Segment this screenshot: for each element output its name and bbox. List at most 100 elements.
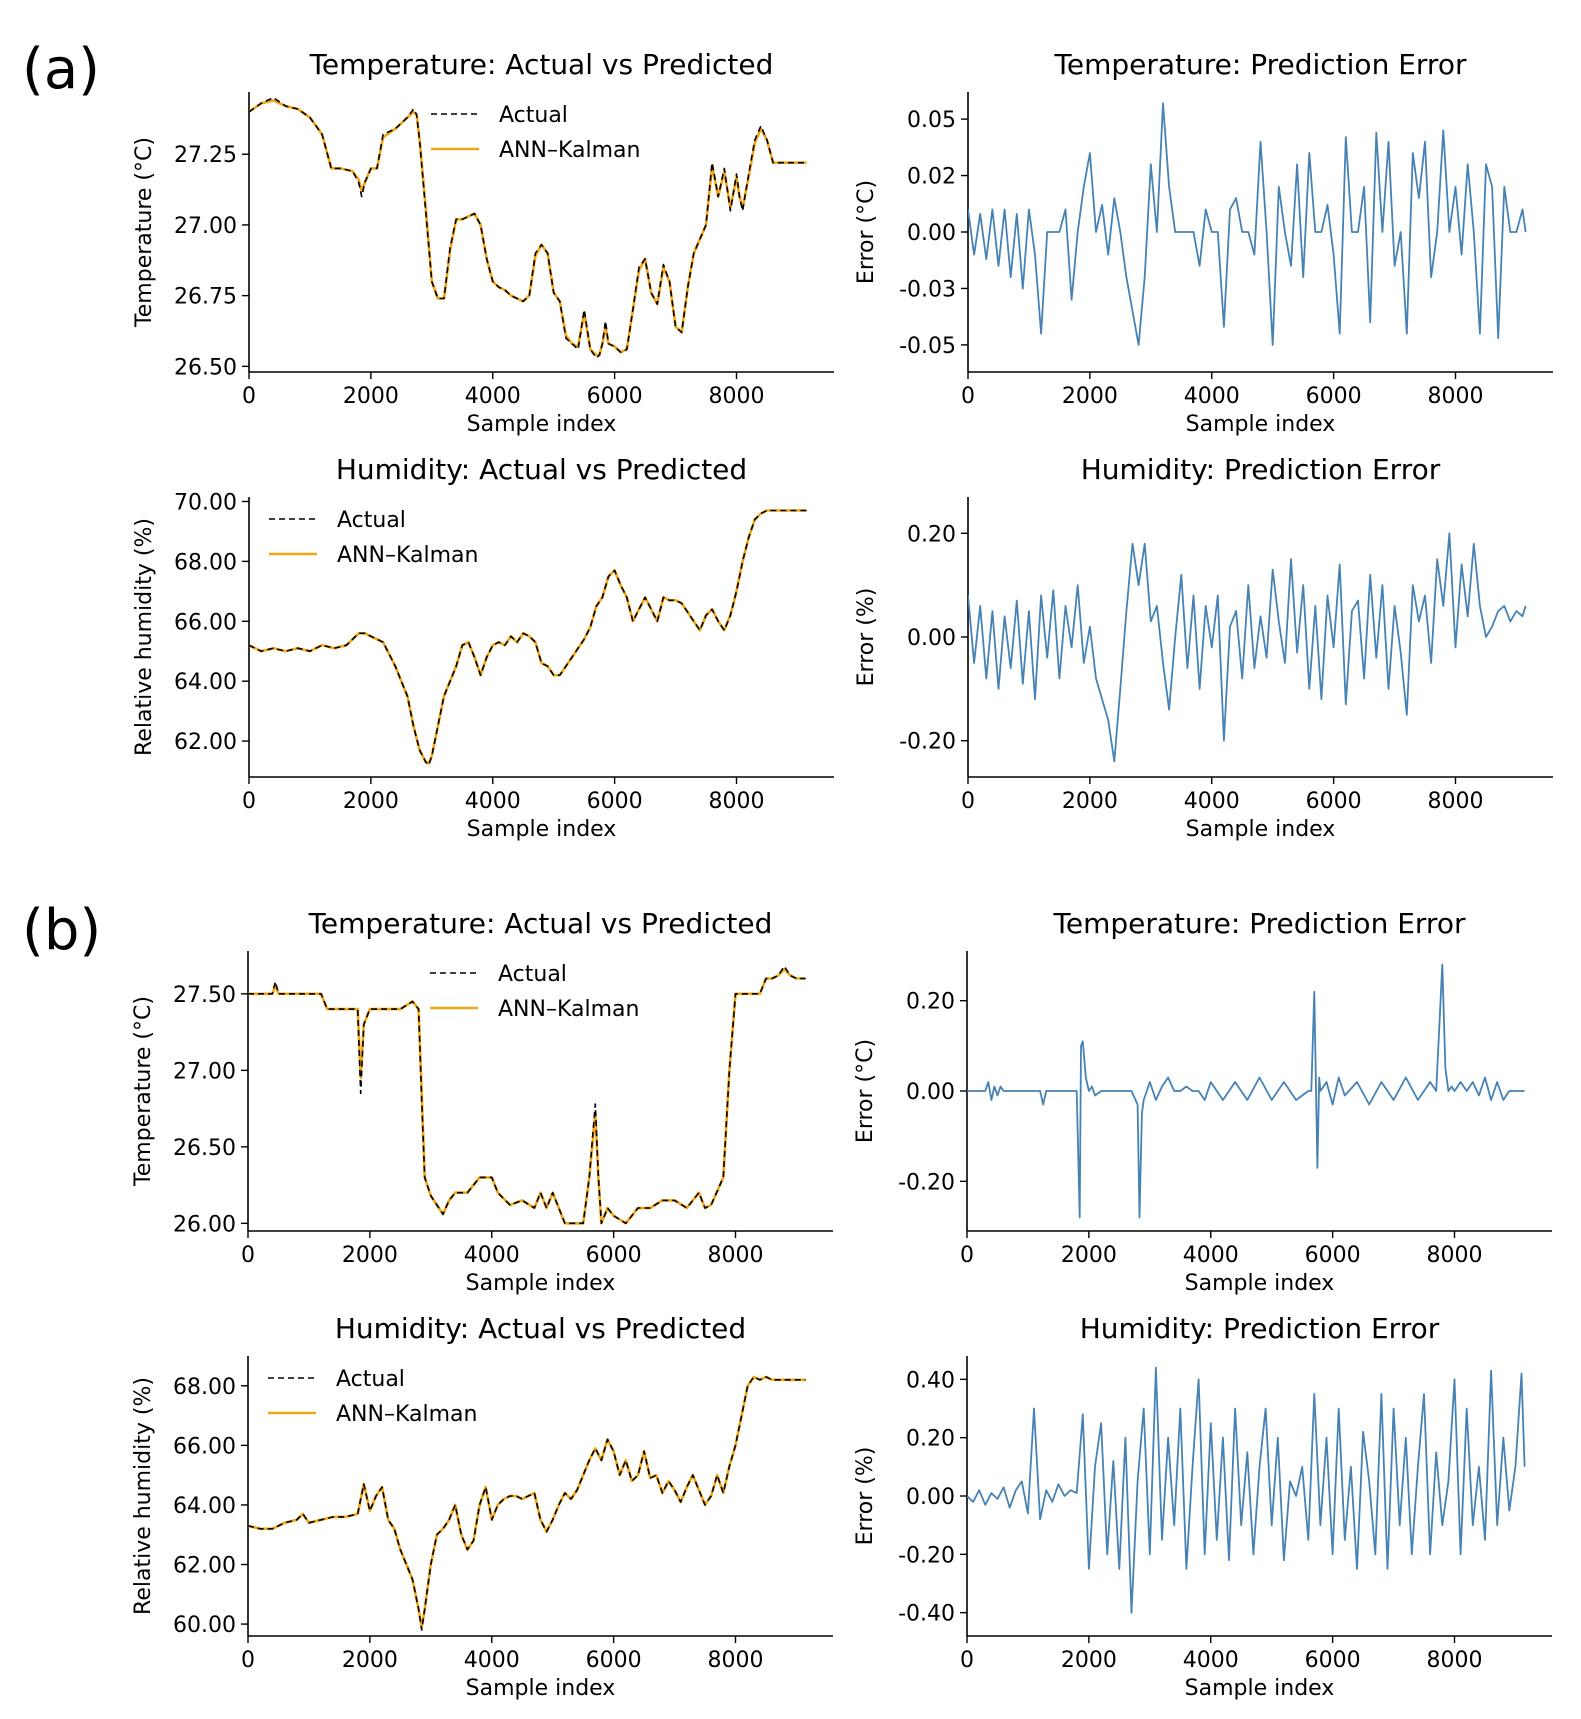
actual-series-line <box>249 509 807 766</box>
panel-label-b: (b) <box>22 898 102 963</box>
chart-title: Humidity: Prediction Error <box>1080 1312 1440 1345</box>
y-tick-label: 0.40 <box>906 1368 955 1393</box>
legend-label-actual: Actual <box>336 1367 405 1392</box>
y-axis-label: Relative humidity (%) <box>131 1377 156 1615</box>
x-tick-label: 2000 <box>1061 1243 1117 1268</box>
actual-series-line <box>248 965 806 1225</box>
x-tick-label: 2000 <box>343 384 399 409</box>
x-tick-label: 8000 <box>709 789 765 814</box>
y-tick-label: 27.25 <box>174 143 237 168</box>
x-axis-label: Sample index <box>466 1676 616 1701</box>
y-tick-label: 0.00 <box>906 1080 955 1105</box>
x-tick-label: 2000 <box>1062 384 1118 409</box>
y-tick-label: 0.20 <box>907 522 956 547</box>
y-tick-label: -0.03 <box>899 277 956 302</box>
x-tick-label: 6000 <box>586 1648 642 1673</box>
x-tick-label: 6000 <box>1306 789 1362 814</box>
chart-title: Temperature: Prediction Error <box>1053 907 1466 940</box>
x-tick-label: 6000 <box>587 789 643 814</box>
x-axis-label: Sample index <box>466 1271 616 1296</box>
y-tick-label: 60.00 <box>173 1613 236 1638</box>
x-tick-label: 6000 <box>587 384 643 409</box>
y-axis-label: Error (%) <box>853 1447 878 1546</box>
legend-label-actual: Actual <box>498 962 567 987</box>
x-axis-label: Sample index <box>1185 1676 1335 1701</box>
x-tick-label: 0 <box>960 1648 974 1673</box>
chart-title: Humidity: Actual vs Predicted <box>335 1312 746 1345</box>
y-tick-label: 0.00 <box>906 1485 955 1510</box>
y-tick-label: 68.00 <box>173 1375 236 1400</box>
x-axis-label: Sample index <box>467 412 617 437</box>
error-series-line <box>967 1366 1526 1614</box>
x-tick-label: 8000 <box>709 384 765 409</box>
y-axis-label: Error (°C) <box>853 1039 878 1143</box>
y-axis-label: Relative humidity (%) <box>132 518 157 756</box>
error-series-line <box>968 102 1527 346</box>
x-tick-label: 2000 <box>342 1648 398 1673</box>
actual-series-line <box>248 1376 806 1631</box>
y-axis-label: Error (°C) <box>854 180 879 284</box>
x-tick-label: 2000 <box>342 1243 398 1268</box>
x-tick-label: 8000 <box>1427 1648 1483 1673</box>
panel-label-a: (a) <box>22 37 101 102</box>
x-tick-label: 0 <box>241 1243 255 1268</box>
chart-a-hum: Humidity: Actual vs Predicted 0 2000 4000 60… <box>132 453 834 842</box>
y-tick-label: 27.00 <box>173 1059 236 1084</box>
legend-label-predicted: ANN–Kalman <box>499 138 640 163</box>
y-tick-label: 26.75 <box>174 285 237 310</box>
chart-title: Temperature: Actual vs Predicted <box>309 48 774 81</box>
y-tick-label: 0.00 <box>907 221 956 246</box>
x-tick-label: 8000 <box>1427 1243 1483 1268</box>
x-tick-label: 8000 <box>1428 384 1484 409</box>
x-tick-label: 4000 <box>465 384 521 409</box>
chart-b-temp-err: Temperature: Prediction Error 0 2000 4000 60… <box>853 907 1552 1296</box>
y-tick-label: 0.05 <box>907 108 956 133</box>
x-tick-label: 6000 <box>1306 384 1362 409</box>
y-tick-label: 66.00 <box>173 1434 236 1459</box>
y-tick-label: 62.00 <box>173 1554 236 1579</box>
y-axis-label: Temperature (°C) <box>131 996 156 1187</box>
y-tick-label: 68.00 <box>174 550 237 575</box>
x-tick-label: 2000 <box>343 789 399 814</box>
x-tick-label: 0 <box>242 384 256 409</box>
error-series-line <box>968 532 1527 763</box>
chart-title: Temperature: Actual vs Predicted <box>308 907 773 940</box>
x-tick-label: 4000 <box>1184 789 1240 814</box>
chart-a-temp: Temperature: Actual vs Predicted 0 2000 400… <box>132 48 834 437</box>
x-tick-label: 6000 <box>1305 1648 1361 1673</box>
legend-label-actual: Actual <box>337 508 406 533</box>
x-tick-label: 0 <box>242 789 256 814</box>
error-series-line <box>967 963 1525 1219</box>
x-tick-label: 8000 <box>708 1243 764 1268</box>
x-tick-label: 4000 <box>1184 384 1240 409</box>
chart-b-hum-err: Humidity: Prediction Error 0 2000 4000 6000 8… <box>853 1312 1552 1701</box>
y-tick-label: 70.00 <box>174 490 237 515</box>
x-axis-label: Sample index <box>1186 817 1336 842</box>
legend-label-predicted: ANN–Kalman <box>498 997 639 1022</box>
y-tick-label: 0.20 <box>906 990 955 1015</box>
y-tick-label: 0.20 <box>906 1427 955 1452</box>
x-axis-label: Sample index <box>1185 1271 1335 1296</box>
y-tick-label: -0.20 <box>898 1170 955 1195</box>
chart-b-temp: Temperature: Actual vs Predicted 0 2000 400… <box>131 907 833 1296</box>
x-tick-label: 2000 <box>1061 1648 1117 1673</box>
y-tick-label: -0.20 <box>899 730 956 755</box>
y-axis-label: Error (%) <box>854 588 879 687</box>
x-tick-label: 0 <box>961 789 975 814</box>
x-tick-label: 4000 <box>1183 1243 1239 1268</box>
y-tick-label: -0.20 <box>898 1543 955 1568</box>
y-tick-label: 66.00 <box>174 610 237 635</box>
chart-title: Humidity: Prediction Error <box>1081 453 1441 486</box>
y-tick-label: 62.00 <box>174 730 237 755</box>
x-tick-label: 8000 <box>708 1648 764 1673</box>
y-tick-label: -0.05 <box>899 334 956 359</box>
y-tick-label: 0.00 <box>907 626 956 651</box>
x-tick-label: 6000 <box>1305 1243 1361 1268</box>
chart-title: Humidity: Actual vs Predicted <box>336 453 747 486</box>
chart-a-hum-err: Humidity: Prediction Error 0 2000 4000 6000 8… <box>854 453 1553 842</box>
x-tick-label: 4000 <box>465 789 521 814</box>
legend-label-actual: Actual <box>499 103 568 128</box>
predicted-series-line <box>249 509 807 765</box>
x-tick-label: 0 <box>961 384 975 409</box>
y-tick-label: 26.00 <box>173 1212 236 1237</box>
